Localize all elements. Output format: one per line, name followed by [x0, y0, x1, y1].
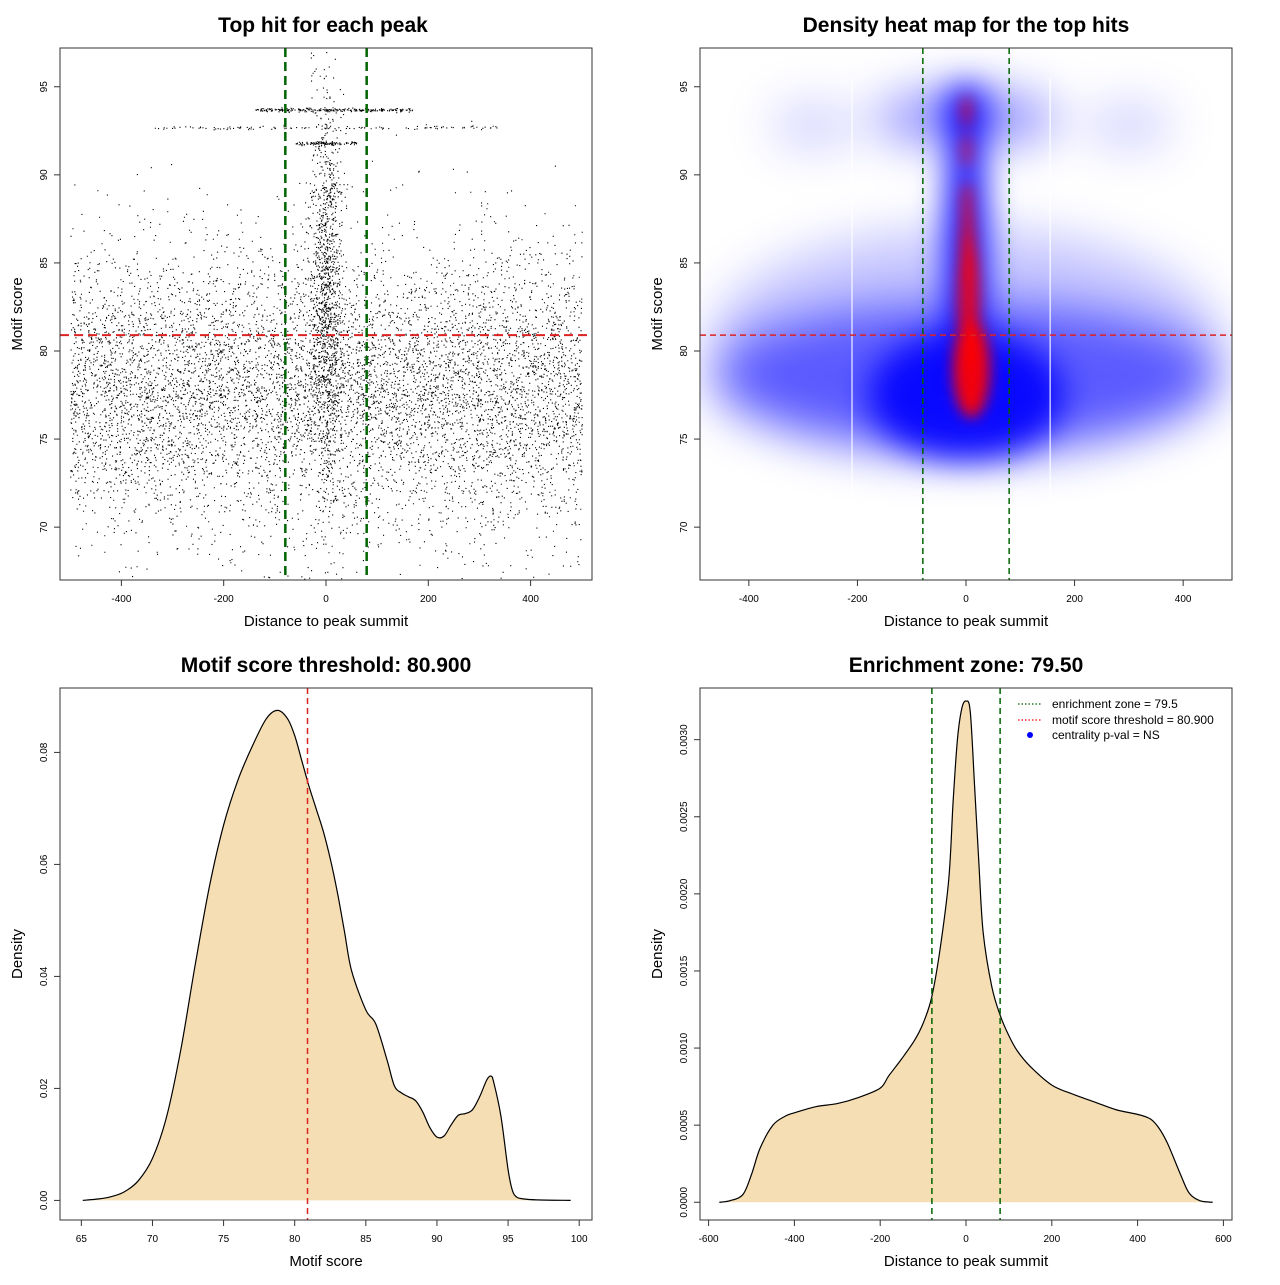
- p1-xlabel: Distance to peak summit: [244, 613, 409, 630]
- p2-y-tick-label: 85: [679, 257, 690, 269]
- p1-x-tick-label: -400: [111, 594, 131, 605]
- distance-density-panel: Enrichment zone: 79.50 Distance to peak …: [649, 654, 1233, 1270]
- p2-density-heatmap: [700, 48, 1232, 580]
- p3-y-tick-label: 0.00: [39, 1190, 50, 1210]
- p3-x-axis: 65 70 75 80 85 90 95 100: [76, 1219, 588, 1245]
- p3-x-tick-label: 95: [503, 1234, 515, 1245]
- p4-y-tick-label: 0.0015: [679, 955, 690, 986]
- p2-density-peak: [961, 95, 972, 128]
- p4-x-tick-label: -600: [699, 1234, 719, 1245]
- p2-x-tick-label: 400: [1175, 594, 1192, 605]
- p3-x-tick-label: 65: [76, 1234, 88, 1245]
- p4-x-tick-label: 400: [1129, 1234, 1146, 1245]
- p1-y-tick-label: 70: [39, 521, 50, 533]
- p2-x-axis: -400 -200 0 200 400: [739, 579, 1192, 605]
- p3-y-tick-label: 0.06: [39, 854, 50, 874]
- heatmap-panel: Density heat map for the top hits Distan…: [649, 14, 1233, 630]
- p3-y-tick-label: 0.08: [39, 742, 50, 762]
- p4-ylabel: Density: [649, 928, 666, 979]
- p2-density-peak: [960, 206, 975, 285]
- p4-legend: enrichment zone = 79.5 motif score thres…: [1018, 697, 1214, 742]
- p1-y-tick-label: 80: [39, 345, 50, 357]
- p2-density-blob: [1085, 102, 1173, 149]
- p2-density-blob: [770, 102, 858, 149]
- p4-y-tick-label: 0.0020: [679, 878, 690, 909]
- p1-x-tick-label: 400: [522, 594, 539, 605]
- p1-plot-frame: [59, 47, 593, 581]
- p1-y-tick-label: 90: [39, 169, 50, 181]
- p4-x-tick-label: 0: [963, 1234, 969, 1245]
- p4-x-axis: -600 -400 -200 0 200 400 600: [699, 1219, 1232, 1245]
- p3-y-tick-label: 0.04: [39, 966, 50, 986]
- legend-pval-swatch: [1027, 732, 1033, 738]
- p4-x-tick-label: 200: [1043, 1234, 1060, 1245]
- p1-scatter-points: [70, 52, 583, 580]
- legend-pval: centrality p-val = NS: [1052, 728, 1160, 742]
- p2-x-tick-label: 200: [1066, 594, 1083, 605]
- p4-density-line: [719, 700, 1213, 1203]
- p1-x-tick-label: 0: [323, 594, 329, 605]
- p1-y-axis: 70 75 80 85 90 95: [39, 81, 61, 533]
- p1-title: Top hit for each peak: [218, 14, 428, 37]
- p4-density-fill: [719, 700, 1213, 1203]
- score-density-panel: Motif score threshold: 80.900 Motif scor…: [9, 654, 593, 1270]
- p3-x-tick-label: 90: [431, 1234, 443, 1245]
- p1-ylabel: Motif score: [9, 277, 26, 350]
- p1-x-tick-label: -200: [214, 594, 234, 605]
- p3-title: Motif score threshold: 80.900: [181, 654, 472, 677]
- p3-density-line: [82, 709, 571, 1201]
- p2-y-tick-label: 70: [679, 521, 690, 533]
- p2-x-tick-label: -200: [847, 594, 867, 605]
- p3-x-tick-label: 80: [289, 1234, 301, 1245]
- p4-xlabel: Distance to peak summit: [884, 1253, 1049, 1270]
- p1-y-tick-label: 85: [39, 257, 50, 269]
- p4-y-tick-label: 0.0025: [679, 801, 690, 832]
- legend-threshold: motif score threshold = 80.900: [1052, 713, 1214, 727]
- p3-y-axis: 0.00 0.02 0.04 0.06 0.08: [39, 742, 61, 1210]
- p2-y-tick-label: 90: [679, 169, 690, 181]
- p4-x-tick-label: -200: [870, 1234, 890, 1245]
- legend-enrichment-zone: enrichment zone = 79.5: [1052, 697, 1178, 711]
- p4-title: Enrichment zone: 79.50: [849, 654, 1084, 677]
- p3-ylabel: Density: [9, 928, 26, 979]
- p1-x-tick-label: 200: [420, 594, 437, 605]
- p2-ylabel: Motif score: [649, 277, 666, 350]
- p1-x-axis: -400 -200 0 200 400: [111, 579, 539, 605]
- p2-y-axis: 70 75 80 85 90 95: [679, 81, 701, 533]
- p2-density-peak: [961, 181, 973, 225]
- p2-x-tick-label: 0: [963, 594, 969, 605]
- p2-title: Density heat map for the top hits: [803, 14, 1130, 37]
- p4-y-tick-label: 0.0005: [679, 1109, 690, 1140]
- p1-point-cloud: [70, 52, 583, 580]
- p4-x-tick-label: 600: [1215, 1234, 1232, 1245]
- p2-y-tick-label: 75: [679, 433, 690, 445]
- p2-y-tick-label: 95: [679, 81, 690, 93]
- p3-x-tick-label: 75: [218, 1234, 230, 1245]
- p3-x-tick-label: 85: [360, 1234, 372, 1245]
- p1-y-tick-label: 75: [39, 433, 50, 445]
- p3-y-tick-label: 0.02: [39, 1078, 50, 1098]
- p3-x-tick-label: 100: [571, 1234, 588, 1245]
- p2-y-tick-label: 80: [679, 345, 690, 357]
- p4-y-tick-label: 0.0000: [679, 1187, 690, 1218]
- p3-xlabel: Motif score: [289, 1253, 362, 1270]
- p2-x-tick-label: -400: [739, 594, 759, 605]
- p4-y-tick-label: 0.0010: [679, 1032, 690, 1063]
- p3-x-tick-label: 70: [147, 1234, 159, 1245]
- p4-y-tick-label: 0.0030: [679, 724, 690, 755]
- p2-xlabel: Distance to peak summit: [884, 613, 1049, 630]
- p4-y-axis: 0.0000 0.0005 0.0010 0.0015 0.0020 0.0025 0.00…: [679, 724, 701, 1218]
- p2-density-peak: [961, 132, 972, 168]
- p4-x-tick-label: -400: [784, 1234, 804, 1245]
- p1-y-tick-label: 95: [39, 81, 50, 93]
- scatter-panel: Top hit for each peak Distance to peak s…: [9, 14, 593, 630]
- p3-density-fill: [82, 710, 571, 1201]
